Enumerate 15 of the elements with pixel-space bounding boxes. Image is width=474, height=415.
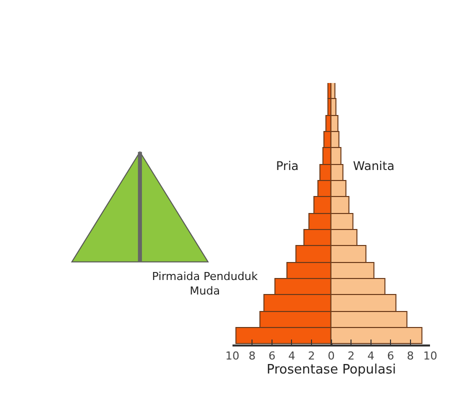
x-tick-label: 2 (348, 350, 355, 363)
series-label: Pria (276, 159, 299, 173)
x-tick-label: 0 (328, 350, 335, 363)
x-tick-label: 10 (423, 350, 438, 363)
x-tick-label: 2 (308, 350, 316, 363)
x-tick-label: 8 (406, 350, 414, 363)
x-axis-title: Prosentase Populasi (266, 362, 396, 378)
x-tick-label: 10 (225, 350, 240, 363)
x-tick-label: 4 (288, 350, 296, 363)
series-label: Wanita (353, 159, 394, 173)
x-tick-label: 8 (248, 350, 256, 363)
annotation: Pirmaida Penduduk Muda (152, 270, 258, 298)
x-tick-label: 6 (387, 350, 394, 363)
x-tick-label: 4 (367, 350, 374, 363)
x-tick-label: 6 (268, 350, 276, 363)
